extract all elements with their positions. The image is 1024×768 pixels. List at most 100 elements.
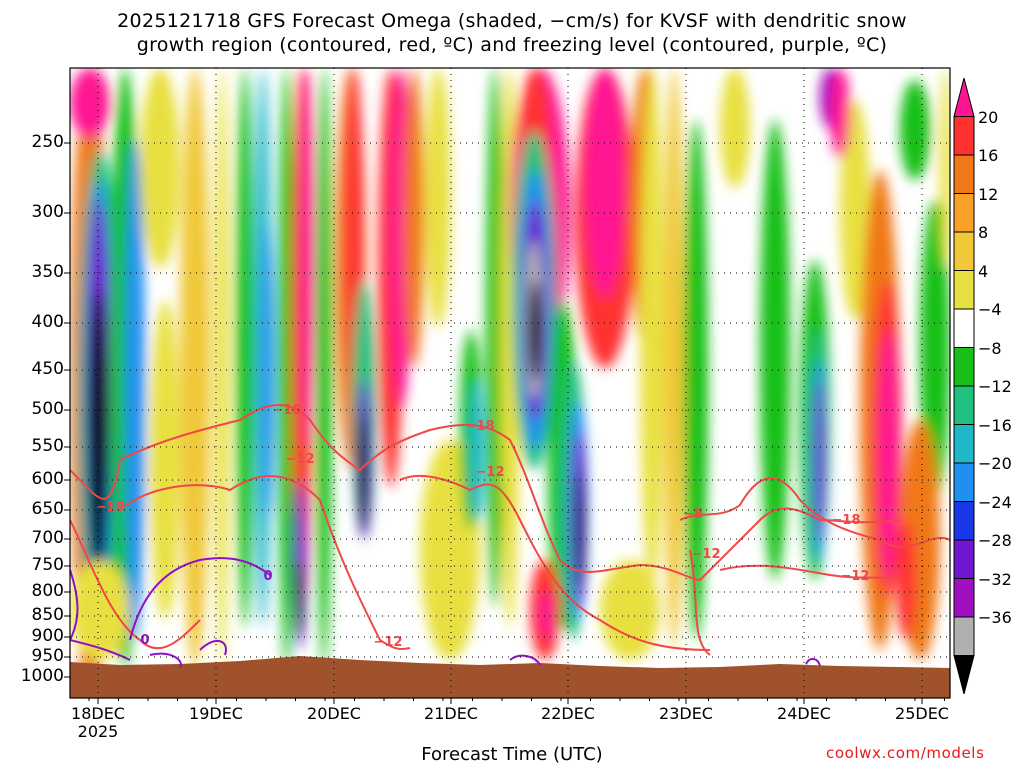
omega-shade-cell: [358, 410, 368, 530]
omega-shade-cell: [70, 560, 130, 660]
y-tick-label: 800: [31, 581, 64, 601]
colorbar-segment: [953, 116, 975, 156]
omega-shade-cell: [664, 68, 684, 648]
freezing-level-contour: [509, 654, 541, 666]
omega-shade-cell: [900, 80, 930, 180]
y-tick-label: 750: [31, 555, 64, 575]
omega-shade-cell: [278, 68, 296, 668]
freezing-level-contour: [70, 569, 79, 641]
colorbar-segment: [953, 231, 975, 271]
omega-shade-cell: [70, 68, 110, 138]
y-tick-label: 1000: [20, 666, 64, 686]
contour-label: −12: [841, 569, 870, 584]
x-tick-label: 24DEC: [777, 704, 831, 723]
colorbar-segment: [953, 193, 975, 233]
omega-shade-cell: [600, 560, 660, 660]
y-tick-label: 250: [31, 132, 64, 152]
contour-label: −12: [286, 452, 315, 467]
omega-shade-cell: [760, 120, 790, 580]
y-tick-label: 650: [31, 499, 64, 519]
contour-label: 0: [140, 633, 149, 648]
omega-shade-cell: [296, 560, 304, 640]
freezing-level-contour: [199, 640, 227, 656]
terrain: [70, 656, 950, 698]
contour-label: 0: [263, 569, 272, 584]
omega-shade-cell: [236, 68, 254, 628]
colorbar-segment: [953, 616, 975, 656]
colorbar-label: −8: [978, 338, 1002, 358]
omega-shade-cell: [920, 200, 950, 500]
colorbar-label: 4: [978, 261, 989, 281]
omega-shade-cell: [585, 68, 625, 298]
omega-shade-cell: [684, 120, 708, 640]
y-tick-label: 850: [31, 605, 64, 625]
x-tick-year: 2025: [77, 722, 119, 741]
colorbar: [953, 78, 975, 694]
contour-label: −18: [96, 500, 125, 515]
omega-shade-cell: [470, 380, 484, 520]
omega-shade-cell: [640, 68, 664, 588]
omega-shade-cell: [576, 470, 584, 590]
freezing-level-contour: [129, 557, 271, 641]
colorbar-segment: [953, 308, 975, 348]
omega-shade-cell: [316, 68, 332, 668]
omega-shade-cell: [140, 68, 180, 268]
colorbar-label: 20: [978, 107, 999, 127]
y-tick-label: 350: [31, 262, 64, 282]
omega-shade-cell: [896, 520, 916, 640]
omega-shade-cell: [830, 68, 850, 158]
colorbar-label: −12: [978, 377, 1012, 396]
y-tick-label: 300: [31, 202, 64, 222]
y-tick-label: 550: [31, 436, 64, 456]
omega-shade-cell: [840, 100, 870, 320]
y-tick-label: 500: [31, 399, 64, 419]
omega-shade-cell: [404, 68, 424, 368]
dsg-contour-line: [689, 549, 711, 656]
y-tick-label: 950: [31, 646, 64, 666]
colorbar-label: 12: [978, 184, 999, 204]
y-tick-label: 600: [31, 469, 64, 489]
colorbar-segment: [953, 424, 975, 464]
colorbar-label: −20: [978, 454, 1012, 473]
y-tick-label: 450: [31, 359, 64, 379]
chart-title-line-1: 2025121718 GFS Forecast Omega (shaded, −…: [117, 10, 907, 32]
x-tick-label: 21DEC: [424, 704, 478, 723]
colorbar-label: 16: [978, 146, 999, 165]
omega-shade-cell: [215, 68, 229, 668]
colorbar-segment: [953, 462, 975, 502]
dsg-contour-line: [70, 404, 901, 582]
x-tick-label: 19DEC: [189, 704, 243, 723]
colorbar-label: −16: [978, 415, 1012, 435]
freezing-level-contour: [805, 658, 821, 667]
contour-label: −12: [476, 465, 505, 480]
x-tick-label: 23DEC: [659, 704, 713, 723]
x-tick-label: 18DEC: [71, 704, 125, 723]
y-tick-label: 400: [31, 312, 64, 332]
colorbar-label: −4: [978, 300, 1002, 319]
contour-label: −18: [832, 513, 861, 528]
x-tick-label: 22DEC: [541, 704, 595, 723]
dsg-contour-line: [679, 477, 950, 548]
omega-shade-cell: [720, 68, 750, 188]
omega-shade-cell: [180, 68, 210, 668]
omega-shade-cell: [878, 330, 898, 580]
contour-label: −18: [466, 419, 495, 434]
omega-shade-cell: [486, 68, 504, 608]
freezing-level-contour: [70, 639, 131, 661]
colorbar-label: 8: [978, 223, 989, 242]
colorbar-segment: [953, 539, 975, 579]
colorbar-segment: [953, 154, 975, 194]
credit-text: coolwx.com/models: [826, 744, 985, 762]
x-tick-label: 20DEC: [307, 704, 361, 723]
colorbar-segment: [953, 655, 975, 694]
colorbar-label: −28: [978, 531, 1012, 550]
colorbar-label: −24: [978, 492, 1012, 512]
contour-label: −12: [692, 547, 721, 562]
dsg-contour-line: [119, 475, 411, 650]
colorbar-segment: [953, 385, 975, 425]
omega-shade-cell: [150, 300, 180, 620]
omega-shade-cell: [125, 140, 145, 640]
dsg-contour-line: [399, 474, 711, 651]
freezing-level-contour: [149, 652, 182, 669]
